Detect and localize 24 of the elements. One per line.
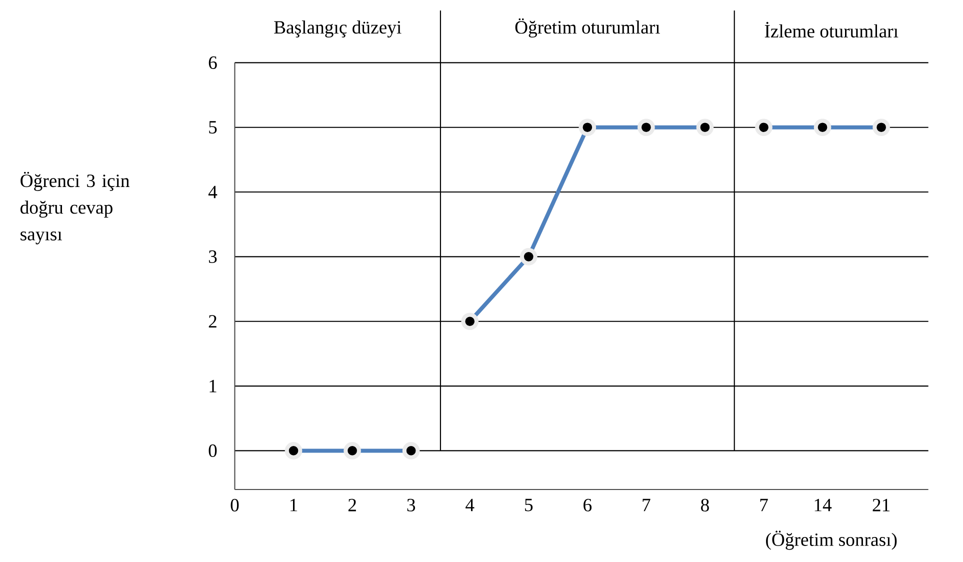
x-tick-label: 7	[642, 499, 650, 512]
y-tick-label: 0	[208, 444, 217, 458]
x-tick-label: 3	[407, 499, 416, 512]
x-tick-label: 1	[290, 499, 298, 512]
y-tick-label: 5	[209, 121, 217, 134]
x-tick-label: 6	[584, 499, 592, 512]
x-tick-label: 7	[760, 499, 768, 512]
text: Öğretim oturumları	[515, 18, 660, 38]
y-tick-label: 3	[208, 250, 217, 264]
x-tick-label: 5	[525, 499, 533, 512]
x-tick-label: 14	[814, 499, 832, 512]
y-tick-label: 1	[210, 380, 216, 392]
y-tick-label: 2	[208, 315, 216, 328]
text: İzleme oturumları	[764, 22, 898, 38]
y-axis-title: Öğrenci 3 için doğru cevap sayısı	[20, 172, 130, 245]
text: Başlangıç düzeyi	[274, 20, 402, 38]
x-tick-label: 4	[466, 499, 474, 512]
y-tick-label: 4	[208, 186, 218, 198]
x-tick-label: 8	[701, 499, 709, 512]
x-tick-label: 21	[872, 499, 890, 512]
x-tick-label: 2	[348, 499, 356, 512]
y-tick-label: 6	[208, 56, 217, 70]
text: (Öğretim sonrası)	[766, 530, 897, 550]
x-tick-label: 0	[230, 499, 239, 512]
